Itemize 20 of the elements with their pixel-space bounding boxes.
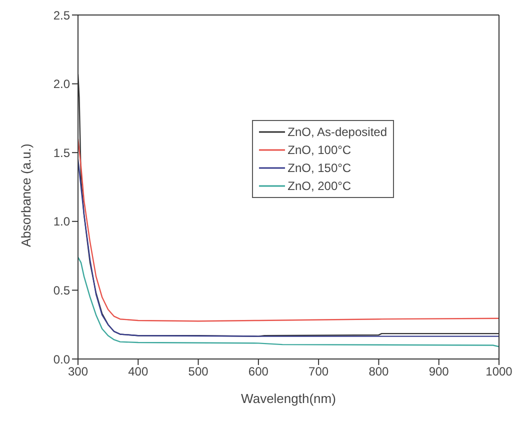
y-tick-label: 1.0 <box>53 214 70 229</box>
x-axis-title: Wavelength(nm) <box>241 391 336 406</box>
y-tick-label: 1.5 <box>53 146 70 160</box>
legend-label: ZnO, 200°C <box>288 178 352 195</box>
legend-label: ZnO, As-deposited <box>288 124 387 141</box>
x-tick-label: 800 <box>368 364 390 379</box>
y-tick-label: 2.5 <box>53 8 70 22</box>
y-tick-label: 0.5 <box>53 283 70 298</box>
x-tick-label: 1000 <box>486 364 513 379</box>
legend-label: ZnO, 150°C <box>288 160 352 177</box>
x-tick-label: 700 <box>308 364 329 379</box>
x-tick-label: 400 <box>128 364 148 379</box>
y-tick-label: 0.0 <box>53 352 70 366</box>
legend-label: ZnO, 100°C <box>288 142 352 159</box>
x-tick-label: 500 <box>188 364 209 379</box>
x-tick-label: 300 <box>68 364 88 379</box>
x-tick-label: 600 <box>248 364 269 379</box>
y-axis-title: Absorbance (a.u.) <box>18 144 34 247</box>
y-tick-label: 2.0 <box>53 77 70 92</box>
x-tick-label: 900 <box>428 364 450 379</box>
